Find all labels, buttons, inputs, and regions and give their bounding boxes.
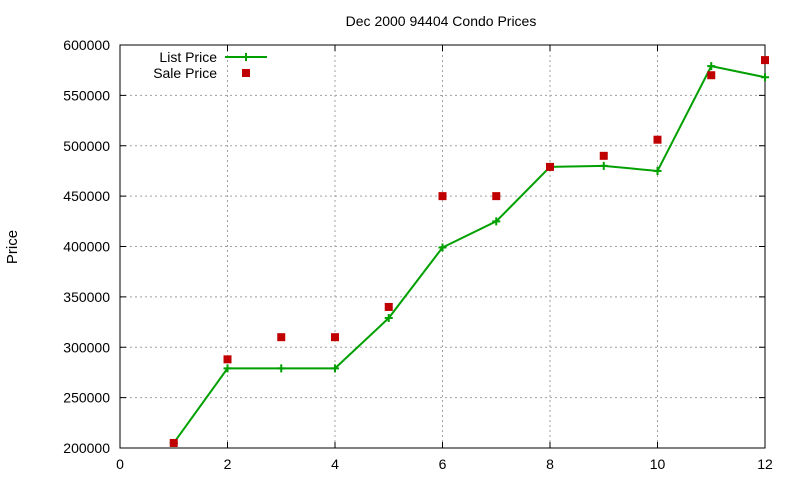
x-tick-label: 4 [331,456,339,472]
list-price-point [707,62,716,71]
list-price-point [277,364,286,373]
sale-price-point [169,438,178,447]
series-sale-price [169,56,769,447]
legend-plus-marker [242,53,250,61]
sale-price-point [546,162,554,171]
plot-frame [119,44,766,449]
sale-price-point [223,355,232,364]
sale-price-point [438,192,447,201]
y-tick-label: 300000 [63,339,110,355]
sale-price-point [761,56,769,65]
y-tick-label: 350000 [63,289,110,305]
list-price-point [223,364,232,373]
sale-price-point [492,192,501,201]
axis-ticks: 0 2 4 6 8 10 12 200000 250000 300000 350000 400000 4… [63,37,773,472]
legend-square-marker [242,69,250,77]
list-price-point [492,217,501,226]
sale-price-point [707,71,716,80]
y-tick-label: 250000 [63,390,110,406]
list-price-point [599,161,608,170]
list-price-line [172,65,766,444]
chart-title: Dec 2000 94404 Condo Prices [346,13,537,29]
series-layer [169,56,769,447]
sale-price-point [599,151,608,160]
y-tick-label: 600000 [63,37,110,53]
y-tick-label: 400000 [63,239,110,255]
y-tick-label: 200000 [63,440,110,456]
list-price-point [438,243,447,252]
x-tick-label: 10 [650,456,666,472]
y-axis-label: Price [4,230,21,264]
x-tick-label: 8 [546,456,554,472]
x-tick-label: 12 [757,456,773,472]
legend-label: Sale Price [153,65,217,81]
sale-price-point [277,333,286,342]
y-tick-label: 450000 [63,188,110,204]
sale-price-point [653,135,662,144]
sale-price-point [384,302,393,311]
y-tick-label: 500000 [63,138,110,154]
x-tick-label: 2 [224,456,232,472]
x-tick-label: 0 [116,456,124,472]
list-price-point [653,166,662,175]
list-price-point [761,73,769,82]
list-price-point [384,314,393,323]
series-list-price [169,62,769,447]
sale-price-point [331,333,339,342]
legend-label: List Price [159,49,217,65]
list-price-point [331,364,339,373]
x-tick-label: 6 [439,456,447,472]
y-tick-label: 550000 [63,87,110,103]
